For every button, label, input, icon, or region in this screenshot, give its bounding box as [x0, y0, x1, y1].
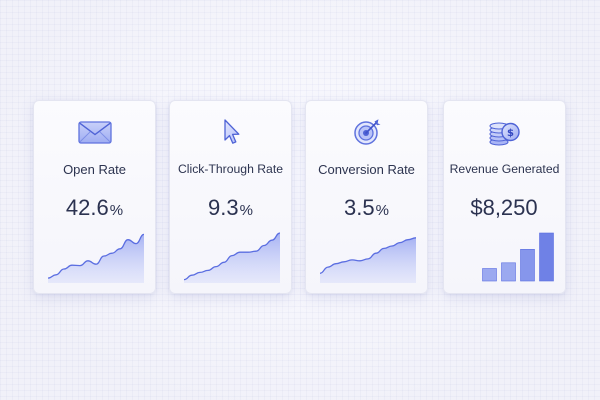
kpi-card-click-through-rate[interactable]: Click-Through Rate 9.3% — [169, 100, 292, 294]
revenue-bar-chart — [458, 231, 554, 283]
kpi-value: 3.5% — [344, 195, 389, 220]
trend-line — [319, 237, 417, 274]
trend-area — [184, 233, 280, 283]
trend-area — [320, 237, 416, 283]
kpi-value: $8,250 — [470, 195, 538, 220]
kpi-card-revenue-generated[interactable]: $ Revenue Generated $8,250 — [443, 100, 566, 294]
kpi-card-conversion-rate[interactable]: Conversion Rate 3.5% — [305, 100, 428, 294]
kpi-label: Click-Through Rate — [178, 162, 283, 176]
open-rate-trend-chart — [47, 231, 145, 283]
svg-text:$: $ — [507, 128, 514, 139]
revenue-bar — [501, 262, 516, 282]
trend-line — [183, 232, 281, 281]
envelope-icon — [77, 117, 113, 147]
trend-line — [47, 233, 145, 279]
conversion-rate-trend-chart — [319, 231, 417, 283]
kpi-value: 9.3% — [208, 195, 253, 220]
kpi-label: Revenue Generated — [449, 162, 560, 176]
target-arrow-icon — [349, 117, 385, 147]
coin-stack-icon: $ — [487, 117, 523, 147]
revenue-bar — [520, 248, 535, 282]
kpi-label: Conversion Rate — [318, 162, 415, 177]
trend-area — [48, 234, 144, 283]
cursor-arrow-icon — [213, 117, 249, 147]
kpi-card-open-rate[interactable]: Open Rate 42.6% — [33, 100, 156, 294]
kpi-value: 42.6% — [65, 195, 124, 220]
click-through-rate-trend-chart — [183, 231, 281, 283]
revenue-bar — [539, 232, 554, 282]
revenue-bar — [482, 268, 497, 282]
kpi-label: Open Rate — [63, 162, 126, 177]
